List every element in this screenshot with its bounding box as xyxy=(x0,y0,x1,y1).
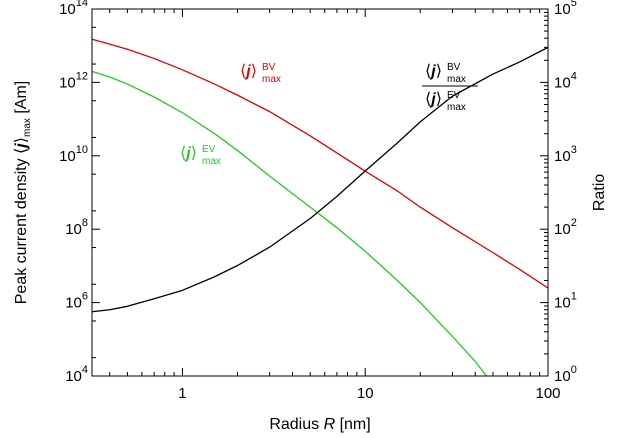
y2-tick-label-4: 104 xyxy=(554,70,577,91)
tick-layer: 1 10 100 104 106 108 1010 1012 1014 100 101 102 103 1… xyxy=(59,0,577,402)
y2-axis-title: Ratio xyxy=(591,174,608,211)
series-line-bv xyxy=(92,38,548,289)
ratio-label-numerator-sup: BV xyxy=(447,62,461,73)
ratio-label-numerator: ⟨j⟩ xyxy=(425,63,442,80)
bv-curve-label-sup: BV xyxy=(262,62,276,73)
ratio-label-numerator-sub: max xyxy=(447,74,466,85)
y-tick-label-2: 108 xyxy=(65,217,88,238)
ratio-label-denominator-sup: EV xyxy=(447,90,461,101)
y-tick-label-0: 104 xyxy=(65,364,88,385)
x-axis-title: Radius R [nm] xyxy=(269,416,370,433)
ratio-label-denominator-sub: max xyxy=(447,102,466,113)
y2-tick-label-5: 105 xyxy=(554,0,577,18)
bv-curve-label: ⟨j⟩ xyxy=(240,63,257,80)
y-axis-title: Peak current density ⟨j⟩max [Am] xyxy=(13,81,33,305)
y-tick-label-1: 106 xyxy=(65,291,88,312)
y-tick-label-3: 1010 xyxy=(59,144,88,165)
y2-tick-label-1: 101 xyxy=(554,291,577,312)
y2-tick-label-0: 100 xyxy=(554,364,577,385)
bv-curve-label-sub: max xyxy=(262,74,281,85)
y2-tick-label-3: 103 xyxy=(554,144,577,165)
ev-curve-label-sub: max xyxy=(202,156,221,167)
ratio-label-denominator: ⟨j⟩ xyxy=(425,91,442,108)
series-layer xyxy=(92,38,548,376)
series-line-ratio xyxy=(92,46,548,313)
y-tick-label-5: 1014 xyxy=(59,0,88,18)
y2-tick-label-2: 102 xyxy=(554,217,577,238)
ev-curve-label-sup: EV xyxy=(202,144,216,155)
y-tick-label-4: 1012 xyxy=(59,70,88,91)
series-line-ev xyxy=(92,70,487,376)
label-layer: Radius R [nm] Peak current density ⟨j⟩max… xyxy=(13,62,608,433)
x-tick-label-0: 1 xyxy=(178,385,186,402)
plot-frame xyxy=(91,8,549,377)
ev-curve-label: ⟨j⟩ xyxy=(180,145,197,162)
x-tick-label-2: 100 xyxy=(535,385,560,402)
x-tick-label-1: 10 xyxy=(357,385,374,402)
